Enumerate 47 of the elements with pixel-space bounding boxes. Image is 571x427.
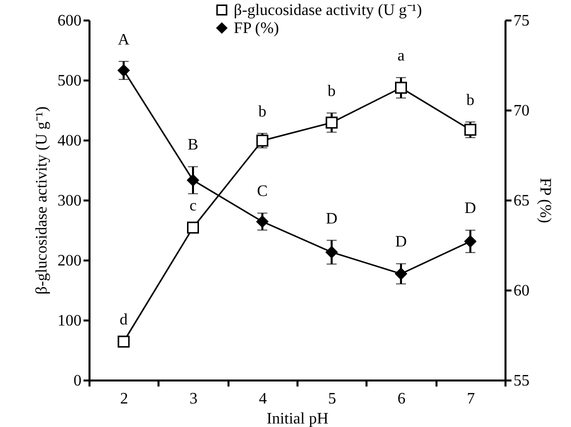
x-tick-label: 4: [258, 390, 267, 408]
y2-tick-label: 65: [514, 192, 530, 210]
y2-tick-label: 55: [514, 372, 530, 390]
data-label: C: [256, 183, 268, 200]
x-tick-label: 7: [466, 390, 475, 408]
point: [464, 124, 476, 136]
y-tick-label: 600: [58, 12, 82, 30]
legend-label: β-glucosidase activity (U g⁻¹): [234, 2, 422, 19]
y2-tick-label: 60: [514, 282, 530, 300]
point: [256, 134, 268, 147]
y2-tick-label: 70: [514, 102, 530, 120]
data-label: b: [258, 103, 266, 120]
x-tick-label: 5: [328, 390, 336, 408]
y-tick-label: 400: [58, 132, 82, 150]
point: [256, 216, 268, 228]
x-tick-label: 3: [190, 390, 198, 408]
point: [395, 82, 407, 94]
y-axis-title: β-glucosidase activity (U g⁻¹): [34, 106, 50, 295]
data-label: d: [120, 312, 128, 329]
y-tick-label: 0: [74, 372, 82, 390]
data-label: D: [395, 234, 407, 251]
data-label: b: [328, 83, 336, 100]
data-label: A: [118, 31, 130, 48]
y2-tick-label: 75: [514, 12, 530, 30]
point: [187, 222, 199, 234]
point: [118, 64, 130, 76]
data-label: b: [466, 92, 474, 109]
x-axis-title: Initial pH: [266, 410, 329, 427]
data-label: D: [326, 210, 338, 228]
data-label: D: [464, 200, 476, 218]
x-tick-label: 2: [120, 390, 128, 408]
point: [326, 246, 338, 258]
point: [326, 116, 338, 129]
point: [395, 268, 407, 280]
point: [187, 174, 199, 186]
y-tick-label: 100: [58, 312, 82, 330]
point: [118, 336, 130, 348]
data-label: B: [188, 136, 198, 154]
y-tick-label: 500: [58, 72, 82, 90]
legend-label: FP (%): [234, 20, 279, 37]
y-tick-label: 300: [58, 192, 82, 210]
point: [464, 235, 476, 248]
data-label: c: [189, 198, 197, 215]
x-tick-label: 6: [398, 390, 406, 408]
data-label: a: [397, 48, 405, 65]
y-tick-label: 200: [58, 252, 82, 270]
y2-axis-title: FP (%): [536, 178, 554, 224]
